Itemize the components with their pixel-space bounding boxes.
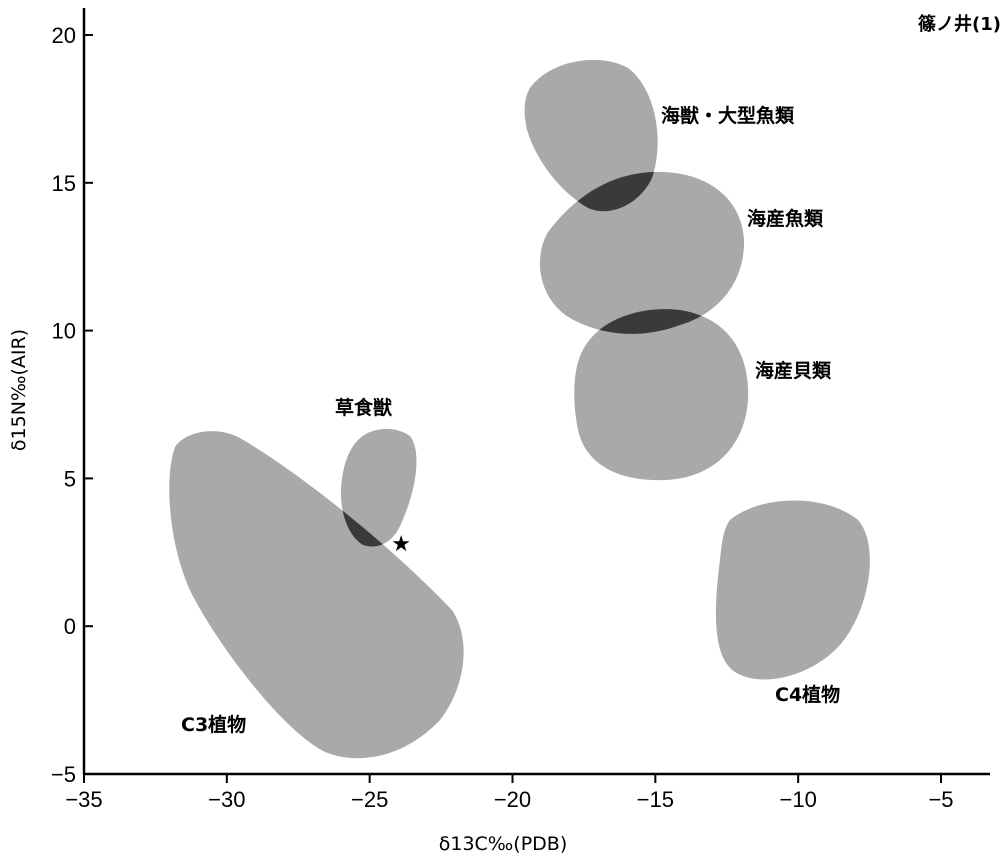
x-tick-label: −20 (494, 787, 531, 812)
x-tick-label: −25 (351, 787, 388, 812)
y-tick-label: 0 (64, 614, 76, 639)
y-axis-title: δ15N‰(AIR) (8, 329, 30, 451)
region-herbivores (340, 428, 417, 547)
x-tick-label: −5 (928, 787, 953, 812)
x-tick-label: −30 (208, 787, 245, 812)
x-tick-label: −10 (780, 787, 817, 812)
region-c3-plants (169, 431, 464, 759)
region-marine-fish (539, 171, 745, 334)
x-tick-label: −35 (65, 787, 102, 812)
corner-label: 篠ノ井(1) (918, 13, 1001, 35)
label-c3-plants: C3植物 (181, 713, 246, 736)
label-marine-mammals-large-fish: 海獣・大型魚類 (661, 104, 795, 127)
y-tick-label: 15 (52, 171, 76, 196)
region-c4-plants (715, 500, 870, 680)
star-marker: ★ (391, 531, 411, 556)
y-tick-label: 20 (52, 23, 76, 48)
region-marine-shellfish (574, 309, 749, 481)
y-tick-label: −5 (51, 762, 76, 787)
x-tick-label: −15 (637, 787, 674, 812)
label-marine-shellfish: 海産貝類 (755, 359, 832, 382)
x-axis-title: δ13C‰(PDB) (439, 833, 568, 855)
y-tick-label: 10 (52, 319, 76, 344)
y-tick-label: 5 (64, 466, 76, 491)
label-herbivores: 草食獣 (335, 396, 393, 419)
label-c4-plants: C4植物 (775, 683, 840, 706)
region-marine-mammals-large-fish (524, 59, 658, 212)
label-marine-fish: 海産魚類 (747, 207, 824, 230)
